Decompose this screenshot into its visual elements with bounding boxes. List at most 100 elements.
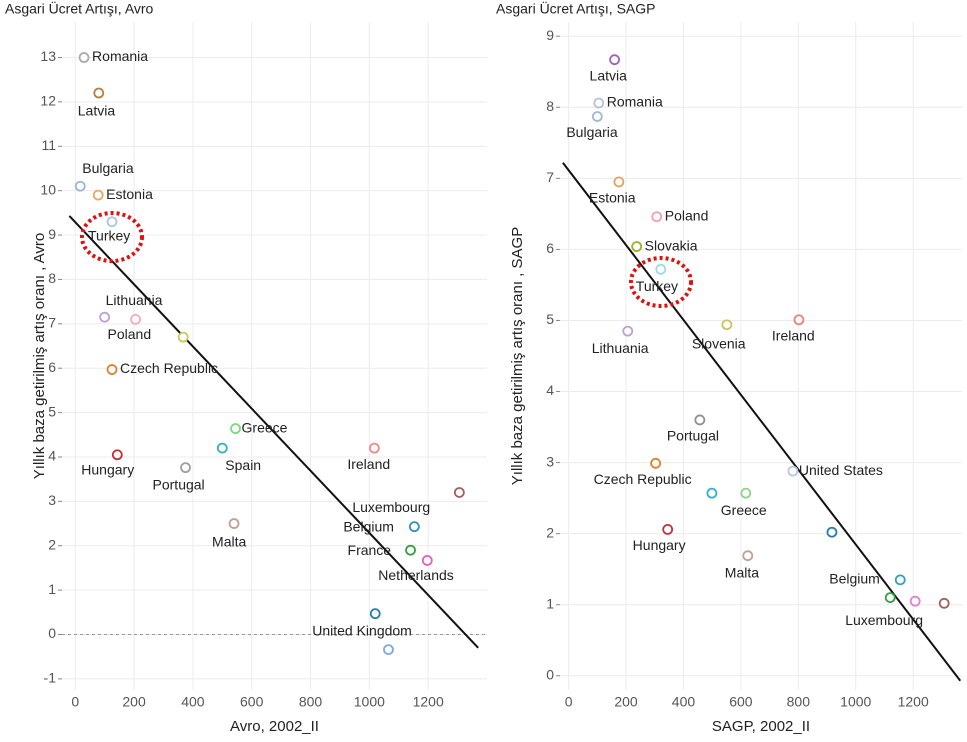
point-label: Lithuania [106,292,163,308]
x-tick-label: 600 [240,694,264,710]
y-tick-label: 6 [546,240,554,256]
chart-title: Asgari Ücret Artışı, Avro [5,0,154,17]
point-label: United Kingdom [312,622,412,638]
x-tick-label: 1200 [413,694,444,710]
y-tick-label: 7 [546,169,554,185]
y-tick-label: 13 [40,48,56,64]
data-point [368,442,380,454]
x-tick-label: 400 [181,694,205,710]
point-label: Czech Republic [594,471,692,487]
y-tick-label: 5 [48,403,56,419]
point-label: Estonia [589,190,636,206]
x-tick-label: 0 [71,694,79,710]
data-point [383,644,394,656]
point-label: Bulgaria [566,124,618,140]
y-tick-label: 0 [48,625,56,641]
y-tick-label: 3 [546,453,554,469]
point-label: Czech Republic [120,360,218,376]
data-point [180,462,191,474]
y-tick-label: 8 [546,98,554,114]
point-label: Portugal [667,428,719,444]
data-point [99,311,111,323]
y-tick-label: 11 [41,137,56,153]
point-label: United States [799,462,883,478]
x-tick-label: 0 [565,694,573,710]
data-point [421,554,433,566]
point-label: Bulgaria [82,160,134,176]
point-label: Slovenia [692,335,746,351]
y-tick-label: 3 [48,492,56,508]
y-tick-label: 9 [48,226,56,242]
point-label: Poland [665,207,709,223]
y-tick-label: 7 [48,315,56,331]
point-label: Poland [108,326,152,342]
x-tick-label: 800 [299,694,323,710]
y-tick-label: 2 [48,536,56,552]
y-tick-label: 12 [40,93,56,109]
data-point [228,518,240,529]
data-point [787,465,799,477]
data-point [216,442,228,454]
data-point [721,319,733,331]
data-point [694,414,706,426]
x-axis-label: SAGP, 2002_II [712,718,810,735]
point-label: France [348,542,392,558]
chart-title: Asgari Ücret Artışı, SAGP [496,0,656,17]
data-point [662,523,674,535]
point-label: Luxembourg [352,499,430,515]
data-point [92,189,104,201]
data-point [655,263,667,275]
data-point [884,592,896,604]
data-point [408,521,420,533]
data-point [405,544,416,556]
x-tick-label: 1000 [354,694,385,710]
data-point [111,449,123,461]
y-tick-label: 9 [546,27,554,43]
point-label: Spain [225,457,261,473]
data-point [93,87,105,99]
y-tick-label: 1 [48,581,56,597]
data-point [909,595,921,607]
y-tick-label: 4 [48,448,56,464]
data-point [106,364,118,375]
y-tick-label: 1 [546,595,554,611]
y-tick-label: 10 [40,181,56,197]
point-label: Ireland [347,456,390,472]
data-point [593,97,605,109]
point-label: Latvia [590,67,628,83]
point-label: Turkey [88,227,130,243]
point-label: Malta [212,533,246,549]
data-point [130,313,141,325]
data-point [453,487,465,498]
point-label: Belgium [343,518,394,534]
data-point [369,608,381,620]
data-point [651,211,663,223]
data-point [742,550,754,562]
data-point [826,526,838,538]
data-point [78,52,90,63]
point-label: Hungary [633,537,686,553]
x-tick-label: 200 [122,694,146,710]
x-tick-label: 600 [729,694,753,710]
trend-line [68,215,479,649]
data-point [74,180,86,192]
point-label: Netherlands [378,567,454,583]
y-tick-label: 4 [546,382,554,398]
point-label: Turkey [636,278,678,294]
x-tick-label: 200 [614,694,638,710]
trend-line [562,162,962,682]
y-tick-label: 5 [546,311,554,327]
y-axis-label: Yıllık baza getirilmiş artış oranı , Avr… [31,233,48,479]
y-tick-label: -1 [44,670,57,686]
data-point [706,487,718,499]
data-point [650,457,662,469]
y-tick-label: 8 [48,270,56,286]
point-label: Belgium [829,571,880,587]
data-point [613,176,625,188]
y-tick-label: 6 [48,359,56,375]
data-point [591,111,603,122]
data-point [106,216,118,228]
x-axis-label: Avro, 2002_II [230,718,319,735]
point-label: Hungary [81,461,134,477]
